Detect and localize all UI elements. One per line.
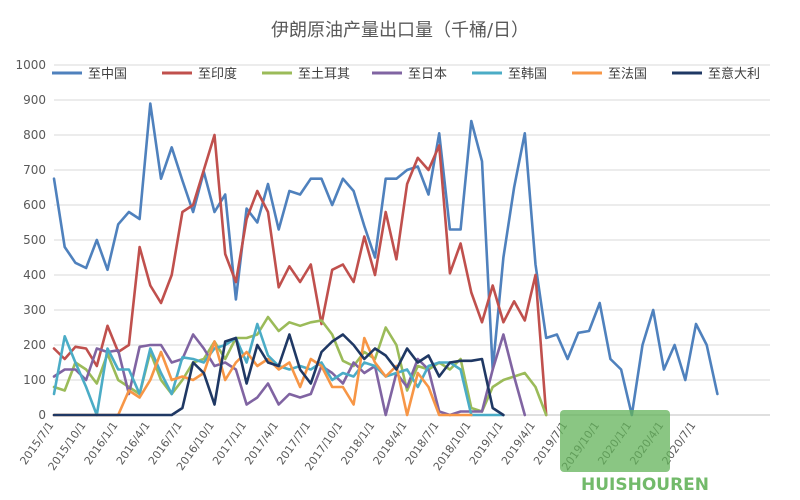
y-tick-label: 1000	[15, 58, 46, 72]
legend-item: 至印度	[162, 66, 237, 82]
watermark-logo-box	[560, 410, 670, 472]
y-tick-label: 700	[23, 163, 46, 177]
y-tick-label: 600	[23, 198, 46, 212]
y-tick-label: 400	[23, 268, 46, 282]
y-tick-label: 100	[23, 373, 46, 387]
series-group	[52, 333, 505, 417]
legend-item: 至日本	[372, 67, 447, 82]
watermark-text: HUISHOUREN	[581, 475, 709, 495]
series-line	[52, 102, 719, 417]
legend-label: 至印度	[198, 66, 237, 82]
y-tick-label: 0	[38, 408, 46, 422]
legend-label: 至中国	[88, 67, 127, 82]
y-tick-label: 500	[23, 233, 46, 247]
legend-item: 至韩国	[472, 67, 547, 82]
legend-item: 至中国	[52, 67, 127, 82]
legend-label: 至韩国	[508, 67, 547, 82]
y-tick-label: 800	[23, 128, 46, 142]
series-group	[52, 102, 719, 417]
legend-item: 至意大利	[672, 66, 760, 82]
legend-label: 至法国	[608, 67, 647, 82]
y-axis-ticks: 0 100 200 300 400 500 600 700 800 900 1000	[15, 58, 46, 422]
y-tick-label: 200	[23, 338, 46, 352]
series-line	[52, 336, 473, 417]
legend-item: 至土耳其	[262, 67, 350, 82]
y-tick-label: 300	[23, 303, 46, 317]
series-lines	[52, 102, 719, 417]
series-line	[52, 315, 548, 417]
legend-item: 至法国	[572, 67, 647, 82]
legend: 至中国 至印度 至土耳其 至日本 至韩国 至法国 至意大利	[52, 66, 760, 82]
legend-label: 至土耳其	[298, 67, 350, 82]
watermark: HUISHOUREN	[560, 410, 709, 495]
legend-label: 至日本	[408, 67, 447, 82]
series-group	[52, 133, 548, 417]
chart-title: 伊朗原油产量出口量（千桶/日）	[271, 20, 529, 41]
legend-label: 至意大利	[708, 66, 760, 82]
y-tick-label: 900	[23, 93, 46, 107]
gridlines	[54, 64, 770, 381]
